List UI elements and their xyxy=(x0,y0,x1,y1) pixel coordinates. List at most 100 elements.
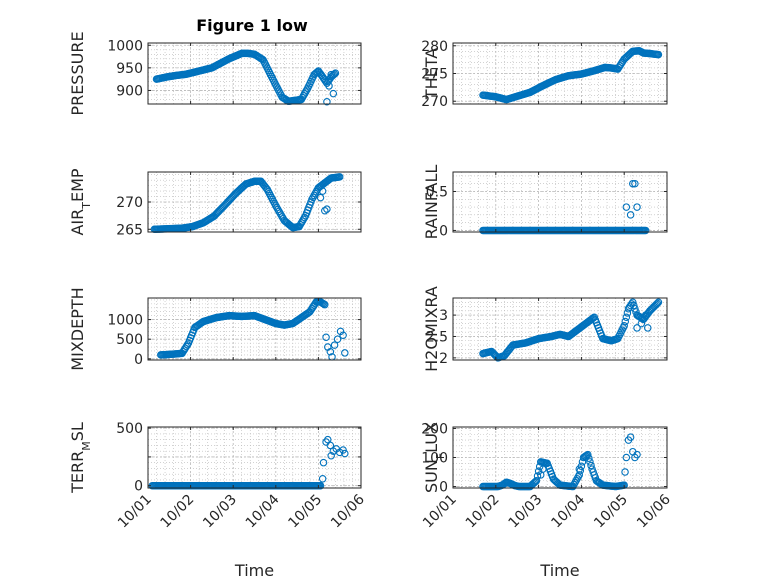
data-point xyxy=(622,313,631,321)
y-tick-label: 500 xyxy=(116,332,143,348)
y-tick-label: 2 xyxy=(439,351,448,367)
data-point xyxy=(621,317,630,326)
y-tick-label: 280 xyxy=(421,39,448,55)
data-point xyxy=(318,187,327,195)
data-point xyxy=(316,193,325,202)
y-tick-label: 270 xyxy=(421,94,448,110)
y-tick-label: 100 xyxy=(421,451,448,467)
data-point xyxy=(532,476,541,485)
data-point xyxy=(326,348,335,356)
data-point xyxy=(341,349,349,357)
y-axis-label: TERRMSL xyxy=(68,422,93,494)
y-axis-label: PRESSURE xyxy=(68,31,87,115)
y-tick-label: 950 xyxy=(116,61,143,77)
y-tick-label: 0 xyxy=(134,352,143,368)
y-tick-label: 200 xyxy=(421,421,448,437)
data-point xyxy=(319,458,328,467)
data-point xyxy=(329,89,338,98)
y-axis-label: AIRTEMP xyxy=(68,168,93,235)
data-point xyxy=(652,300,661,309)
data-point xyxy=(653,299,662,308)
x-axis-label: Time xyxy=(234,561,274,580)
data-series xyxy=(479,433,641,491)
subplot-1: 900 950 1000 PRESSURE xyxy=(68,31,362,116)
y-axis-label: RAINFALL xyxy=(422,165,441,240)
y-tick-label: 2.5 xyxy=(426,329,448,345)
y-axis-label: H2OMIXRA xyxy=(422,286,441,372)
data-point xyxy=(298,217,307,225)
data-point xyxy=(641,311,650,319)
data-point xyxy=(323,97,331,106)
data-point xyxy=(323,205,331,213)
data-point xyxy=(183,341,192,349)
data-point xyxy=(588,315,596,323)
grid xyxy=(452,172,668,232)
data-point xyxy=(316,481,325,490)
axes-box xyxy=(147,426,362,489)
y-tick-label: 1000 xyxy=(107,313,143,329)
axes-box xyxy=(452,297,668,361)
data-point xyxy=(327,452,335,460)
data-point xyxy=(318,299,327,308)
data-series xyxy=(148,435,349,490)
data-point xyxy=(575,465,584,473)
axes-box xyxy=(147,297,362,361)
data-point xyxy=(330,341,339,349)
data-point xyxy=(333,335,342,343)
data-point xyxy=(622,203,631,211)
data-point xyxy=(575,471,584,479)
data-point xyxy=(633,324,641,332)
data-point xyxy=(629,179,637,188)
data-point xyxy=(330,70,339,78)
axes-box xyxy=(147,42,362,105)
figure-title: Figure 1 low xyxy=(196,16,308,35)
data-point xyxy=(643,324,652,332)
data-point xyxy=(633,450,641,459)
data-point xyxy=(295,222,303,231)
axes-box xyxy=(452,171,668,233)
y-tick-label: 0 xyxy=(439,480,448,496)
y-tick-label: 275 xyxy=(421,67,448,83)
data-point xyxy=(297,219,306,227)
data-point xyxy=(530,478,539,487)
y-tick-label: 3 xyxy=(439,308,448,324)
data-point xyxy=(631,179,639,188)
data-point xyxy=(586,458,594,466)
data-point xyxy=(318,475,327,483)
data-point xyxy=(322,333,330,341)
data-point xyxy=(296,220,305,229)
data-point xyxy=(584,450,592,459)
subplot-5: 0 500 1000 MIXDEPTH xyxy=(68,287,362,371)
data-series xyxy=(152,49,340,106)
y-axis-label: SUNFLUX xyxy=(422,422,447,493)
data-point xyxy=(626,211,635,219)
data-point xyxy=(622,453,631,462)
data-point xyxy=(637,319,646,328)
data-point xyxy=(331,69,340,77)
data-point xyxy=(335,173,344,181)
data-point xyxy=(325,82,333,90)
data-series xyxy=(157,298,349,361)
data-point xyxy=(533,472,542,480)
y-tick-label: 0 xyxy=(134,479,143,495)
y-tick-label: 900 xyxy=(116,83,143,99)
data-point xyxy=(341,449,349,458)
data-point xyxy=(654,298,663,307)
y-tick-label: 500 xyxy=(116,421,143,437)
data-point xyxy=(326,441,335,450)
data-point xyxy=(626,433,635,441)
data-point xyxy=(576,466,585,475)
data-series xyxy=(479,179,650,235)
data-point xyxy=(336,327,345,336)
data-point xyxy=(339,446,347,454)
data-point xyxy=(620,322,628,330)
subplot-3: 265 270 AIRTEMP xyxy=(68,168,362,238)
data-point xyxy=(327,70,335,79)
data-point xyxy=(633,203,641,211)
data-point xyxy=(585,454,593,462)
data-point xyxy=(630,301,638,310)
data-point xyxy=(641,226,650,235)
data-point xyxy=(621,468,629,476)
